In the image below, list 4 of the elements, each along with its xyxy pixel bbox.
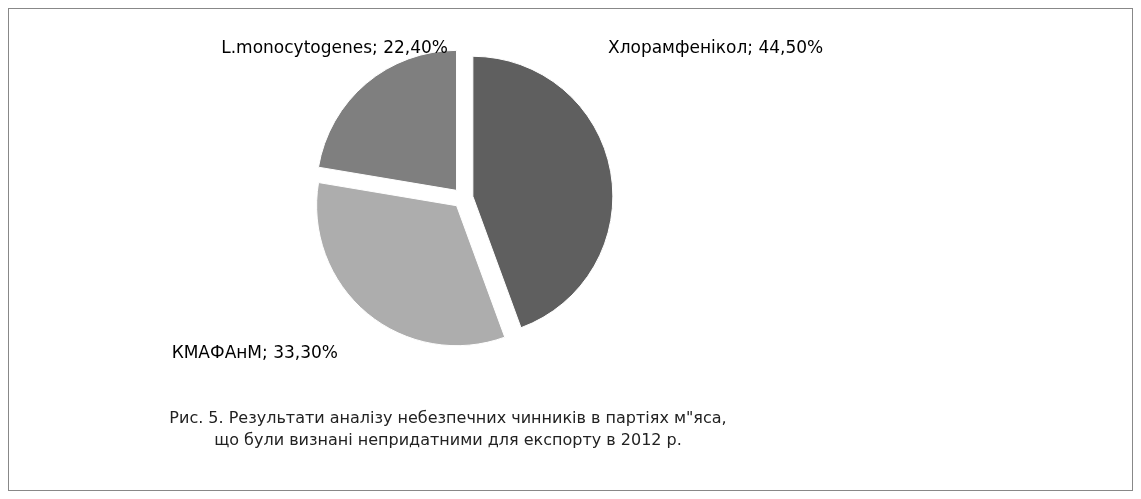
text: Рис. 5. Результати аналізу небезпечних чинників в партіях м"яса, що були визнані непридатними для експорту в 2012 р. [169,408,727,449]
slice-label: L.monocytogenes; 22,40% [221,37,448,57]
slice-label: Хлорамфенікол; 44,50% [608,37,824,57]
slice-label: КМАФАнМ; 33,30% [171,342,338,362]
